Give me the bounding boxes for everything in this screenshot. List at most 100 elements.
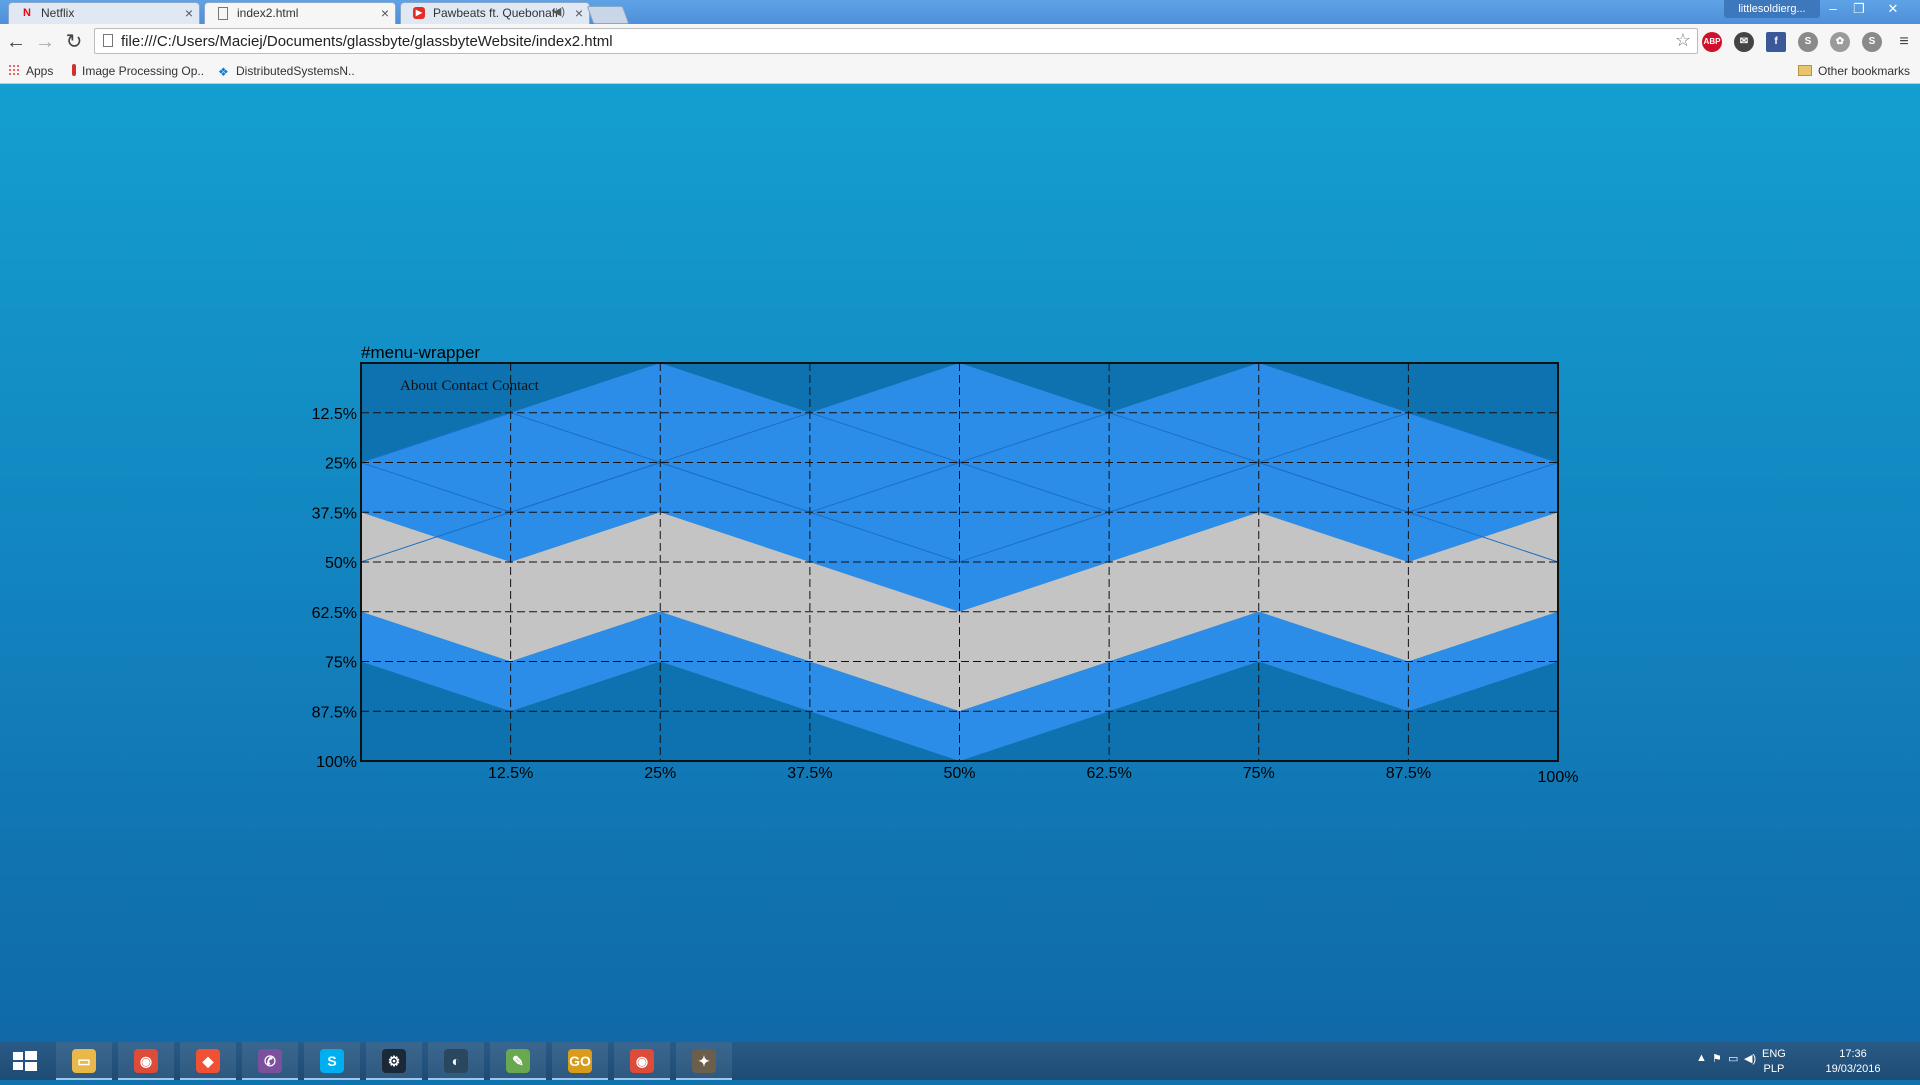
taskbar-app[interactable]: ◉ [118, 1042, 174, 1080]
windows-icon [13, 1051, 37, 1071]
youtube-icon: ▶ [413, 7, 425, 19]
y-tick-label: 50% [325, 555, 357, 572]
chat-extension-icon[interactable]: ✉ [1734, 32, 1754, 52]
csgo-icon: GO [568, 1049, 592, 1073]
x-tick-label: 75% [1243, 765, 1275, 782]
taskbar-app[interactable]: ◐ [428, 1042, 484, 1080]
tab-strip: N Netflix × index2.html × ▶ Pawbeats ft.… [0, 0, 1920, 24]
clock[interactable]: 17:36 19/03/2016 [1818, 1047, 1888, 1077]
x-tick-label: 12.5% [488, 765, 533, 782]
elephant-icon[interactable]: ✿ [1830, 32, 1850, 52]
tab-netflix[interactable]: N Netflix × [8, 2, 200, 24]
speaker-icon[interactable]: ◀) [552, 6, 565, 18]
taskbar-app[interactable]: ◉ [614, 1042, 670, 1080]
x-tick-label: 50% [943, 765, 975, 782]
bookmark-distributed-systems[interactable]: ❖ DistributedSystemsN... [218, 64, 354, 78]
web-page: 12.5% 25% 37.5% 50% 62.5% 75% 87.5% 100% 12.5% 25… [0, 84, 1920, 1042]
browser-toolbar: ← → ↻ file:///C:/Users/Maciej/Documents/… [0, 24, 1920, 60]
flag-icon[interactable]: ⚑ [1712, 1053, 1722, 1065]
taskbar-app[interactable]: ▭ [56, 1042, 112, 1080]
close-icon[interactable]: × [380, 5, 389, 21]
tab-label: index2.html [237, 6, 299, 20]
clock-date: 19/03/2016 [1825, 1063, 1881, 1075]
menu-icon[interactable]: ≡ [1899, 33, 1909, 50]
tab-index2[interactable]: index2.html × [204, 2, 396, 24]
page-icon [218, 7, 228, 20]
star-icon[interactable]: ☆ [1674, 30, 1691, 50]
close-window-icon[interactable]: ✕ [1887, 1, 1899, 16]
volume-icon[interactable]: ◀) [1744, 1053, 1757, 1065]
minimize-icon[interactable]: – [1829, 1, 1837, 16]
x-tick-label: 87.5% [1386, 765, 1431, 782]
gimp-icon: ✦ [692, 1049, 716, 1073]
taskbar-app[interactable]: ✦ [676, 1042, 732, 1080]
x-tick-label: 100% [1538, 769, 1579, 786]
taskbar-app[interactable]: ✎ [490, 1042, 546, 1080]
close-icon[interactable]: × [574, 5, 583, 21]
chrome-icon: ◉ [630, 1049, 654, 1073]
menu-wrapper-border [360, 362, 1559, 762]
tab-label: Netflix [41, 6, 75, 20]
forward-button[interactable]: → [35, 31, 55, 53]
clock-time: 17:36 [1839, 1048, 1867, 1060]
taskbar-app[interactable]: GO [552, 1042, 608, 1080]
y-tick-label: 37.5% [312, 505, 357, 522]
language-indicator[interactable]: ENG PLP [1762, 1048, 1786, 1075]
profile-button[interactable]: littlesoldierg... [1724, 0, 1820, 18]
other-bookmarks[interactable]: Other bookmarks [1798, 64, 1910, 78]
bookmark-apps[interactable]: Apps [8, 64, 53, 78]
git-icon: ◆ [196, 1049, 220, 1073]
facebook-icon[interactable]: f [1766, 32, 1786, 52]
url-text[interactable]: file:///C:/Users/Maciej/Documents/glassb… [121, 33, 613, 50]
reload-button[interactable]: ↻ [65, 31, 83, 53]
close-icon[interactable]: × [184, 5, 193, 21]
menu-link-about[interactable]: About [400, 378, 438, 394]
x-tick-label: 62.5% [1086, 765, 1131, 782]
menu-links: About Contact Contact [400, 378, 543, 395]
tab-pawbeats[interactable]: ▶ Pawbeats ft. Quebonafide ◀) × [400, 2, 590, 24]
x-tick-label: 37.5% [787, 765, 832, 782]
menu-link-contact[interactable]: Contact [441, 378, 489, 394]
taskbar-app[interactable]: ◆ [180, 1042, 236, 1080]
y-tick-label: 12.5% [312, 406, 357, 423]
y-tick-label: 100% [316, 754, 357, 771]
system-tray: ▲ ⚑ ▭ ◀) ENG PLP 17:36 19/03/2016 [1690, 1042, 1920, 1080]
netflix-icon: N [23, 7, 31, 19]
dropbox-icon: ❖ [218, 65, 229, 78]
taskbar-app[interactable]: S [304, 1042, 360, 1080]
taskbar: ▭ ◉ ◆ ✆ S ⚙ ◐ ✎ GO ◉ ✦ ▲ ⚑ ▭ ◀) ENG PLP 17:36 19/0… [0, 1042, 1920, 1080]
restore-icon[interactable]: ❐ [1853, 1, 1865, 16]
back-button[interactable]: ← [6, 31, 26, 53]
chrome-icon: ◉ [134, 1049, 158, 1073]
network-icon[interactable]: ▭ [1728, 1053, 1739, 1065]
start-button[interactable] [0, 1042, 48, 1080]
menu-link-contact-2[interactable]: Contact [492, 378, 539, 394]
viber-icon: ✆ [258, 1049, 282, 1073]
chevron-up-icon[interactable]: ▲ [1696, 1052, 1707, 1064]
y-tick-label: 75% [325, 655, 357, 672]
taskbar-app[interactable]: ⚙ [366, 1042, 422, 1080]
y-tick-label: 87.5% [312, 704, 357, 721]
taskbar-app[interactable]: ✆ [242, 1042, 298, 1080]
address-bar[interactable]: file:///C:/Users/Maciej/Documents/glassb… [94, 28, 1698, 54]
bookmark-image-processing[interactable]: Image Processing Op... [72, 64, 204, 78]
menu-wrapper-diagram: 12.5% 25% 37.5% 50% 62.5% 75% 87.5% 100% 12.5% 25… [312, 362, 1579, 786]
steam-icon: ⚙ [382, 1049, 406, 1073]
notepad-icon: ✎ [506, 1049, 530, 1073]
adblock-icon[interactable]: ABP [1702, 32, 1722, 52]
menu-wrapper-label: #menu-wrapper [361, 343, 481, 362]
page-icon [103, 34, 113, 47]
folder-icon [1798, 65, 1812, 76]
lower-blue-band [361, 611, 1558, 761]
info-icon [72, 64, 76, 76]
steam-alt-icon: ◐ [444, 1049, 468, 1073]
x-tick-label: 25% [644, 765, 676, 782]
new-tab-button[interactable] [586, 6, 630, 24]
y-tick-label: 62.5% [312, 605, 357, 622]
skype-icon[interactable]: S [1862, 32, 1882, 52]
bookmarks-bar: Apps Image Processing Op... ❖ Distributed… [0, 60, 1920, 84]
skype-icon[interactable]: S [1798, 32, 1818, 52]
skype-icon: S [320, 1049, 344, 1073]
file-explorer-icon: ▭ [72, 1049, 96, 1073]
tab-label: Pawbeats ft. Quebonafide [433, 6, 557, 20]
